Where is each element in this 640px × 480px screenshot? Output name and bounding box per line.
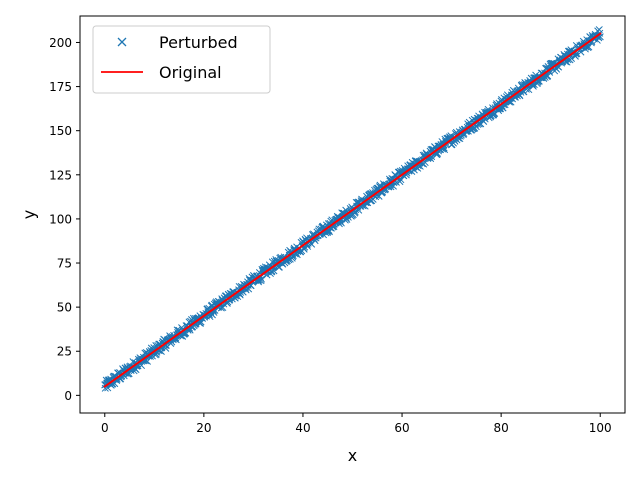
perturbed-point [440, 146, 449, 154]
y-tick-label: 100 [49, 212, 72, 226]
y-tick-label: 50 [57, 301, 72, 315]
perturbed-point [257, 276, 265, 285]
y-axis: 0 25 50 75 100 125 150 175 200 [49, 36, 80, 403]
perturbed-point [362, 198, 370, 206]
x-tick-label: 0 [101, 421, 109, 435]
y-tick-label: 200 [49, 36, 72, 50]
legend-marker-perturbed [117, 37, 127, 47]
x-tick-label: 80 [493, 421, 508, 435]
plot-area [101, 26, 604, 392]
legend-box [92, 25, 271, 94]
x-tick-label: 20 [196, 421, 211, 435]
perturbed-point [226, 295, 234, 303]
y-tick-label: 175 [49, 80, 72, 94]
original-line [103, 32, 602, 388]
y-tick-label: 150 [49, 124, 72, 138]
perturbed-point [585, 43, 593, 51]
legend-label-original: Original [159, 63, 222, 82]
y-tick-label: 0 [64, 389, 72, 403]
perturbed-point [196, 319, 205, 327]
x-tick-label: 40 [295, 421, 310, 435]
legend: Perturbed Original [92, 25, 271, 94]
perturbed-point [130, 367, 138, 375]
x-axis-label: x [348, 446, 357, 465]
legend-x-mark [117, 37, 127, 47]
x-tick-label: 100 [589, 421, 612, 435]
y-tick-label: 75 [57, 257, 72, 271]
legend-label-perturbed: Perturbed [159, 33, 238, 52]
y-tick-label: 125 [49, 168, 72, 182]
y-tick-label: 25 [57, 345, 72, 359]
y-axis-label: y [20, 210, 39, 219]
original-series [103, 32, 602, 388]
perturbed-point [396, 177, 404, 186]
x-tick-label: 60 [394, 421, 409, 435]
x-axis: 0 20 40 60 80 100 [101, 413, 612, 435]
axes-frame [79, 15, 626, 414]
